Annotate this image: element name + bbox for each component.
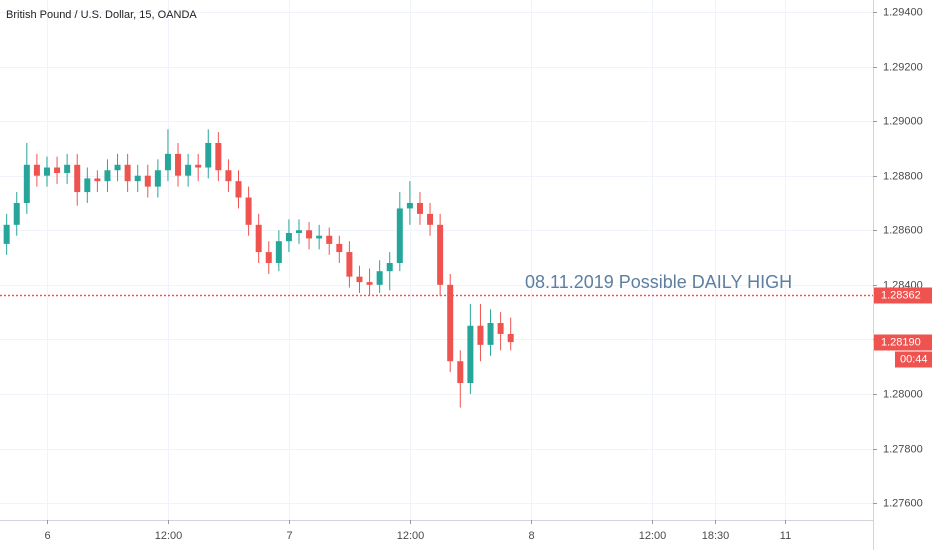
candle-body <box>416 202 423 214</box>
chart-title: British Pound / U.S. Dollar, 15, OANDA <box>6 9 197 21</box>
candle-body <box>285 232 292 242</box>
candle-body <box>215 142 222 171</box>
candle-body <box>396 208 403 264</box>
x-tick-label: 7 <box>286 530 292 542</box>
candle-body <box>467 325 474 384</box>
candle-body <box>245 197 252 225</box>
y-tick-label: 1.27800 <box>883 443 923 455</box>
candle-body <box>144 175 151 187</box>
x-tick-label: 12:00 <box>397 530 425 542</box>
candle-body <box>326 235 333 244</box>
candle-body <box>124 164 131 182</box>
candle-body <box>346 252 353 277</box>
candle-body <box>386 263 393 272</box>
candle-body <box>437 224 444 285</box>
last-price-tag <box>874 334 932 351</box>
y-tick-label: 1.29200 <box>883 61 923 73</box>
candle-body <box>427 213 434 225</box>
x-tick-label: 12:00 <box>155 530 183 542</box>
grid <box>0 0 873 520</box>
countdown-tag <box>895 351 932 368</box>
candle-body <box>54 167 61 173</box>
candle-body <box>74 164 81 193</box>
candle-body <box>477 325 484 345</box>
candle-body <box>64 164 71 173</box>
candle-body <box>84 178 91 193</box>
last-price-label: 1.28190 <box>881 336 921 348</box>
candle-body <box>507 333 514 343</box>
annotation: 08.11.2019 Possible DAILY HIGH <box>525 272 792 292</box>
candle-body <box>356 276 363 283</box>
candle-body <box>164 153 171 171</box>
candle-body <box>134 175 141 182</box>
candle-body <box>457 361 464 384</box>
candle-body <box>376 271 383 285</box>
axes: 1.276001.278001.280001.282001.284001.286… <box>44 6 932 542</box>
candle-body <box>23 164 30 203</box>
x-tick-label: 18:30 <box>702 530 730 542</box>
x-tick-label: 6 <box>44 530 50 542</box>
candles <box>0 129 873 408</box>
y-tick-label: 1.27600 <box>883 497 923 509</box>
candle-body <box>3 224 10 244</box>
countdown-label: 00:44 <box>900 353 928 365</box>
candle-body <box>255 224 262 253</box>
price-tag-label: 1.28362 <box>881 289 921 301</box>
candle-body <box>154 170 161 187</box>
candle-body <box>265 252 272 264</box>
candle-body <box>336 243 343 253</box>
x-tick-label: 8 <box>528 530 534 542</box>
candle-body <box>33 164 40 176</box>
candle-body <box>235 181 242 198</box>
y-tick-label: 1.29000 <box>883 115 923 127</box>
price-tag <box>874 287 932 304</box>
x-tick-label: 12:00 <box>639 530 667 542</box>
candle-body <box>406 202 413 209</box>
candle-body <box>205 142 212 168</box>
candle-body <box>185 164 192 176</box>
x-tick-label: 11 <box>780 530 791 542</box>
candle-body <box>366 282 373 285</box>
candle-body <box>94 178 101 182</box>
candle-body <box>275 241 282 264</box>
candle-body <box>306 230 313 239</box>
candle-body <box>43 167 50 176</box>
candle-body <box>497 323 504 334</box>
candle-body <box>175 153 182 176</box>
candle-body <box>104 170 111 182</box>
y-tick-label: 1.28800 <box>883 170 923 182</box>
y-tick-label: 1.29400 <box>883 6 923 18</box>
candle-body <box>447 284 454 362</box>
candle-body <box>295 230 302 233</box>
y-tick-label: 1.28600 <box>883 224 923 236</box>
candle-body <box>13 202 20 225</box>
y-tick-label: 1.28000 <box>883 388 923 400</box>
candle-body <box>316 235 323 239</box>
candle-body <box>225 170 232 182</box>
candle-body <box>114 164 121 171</box>
candle-body <box>487 323 494 345</box>
candle-body <box>195 164 202 168</box>
